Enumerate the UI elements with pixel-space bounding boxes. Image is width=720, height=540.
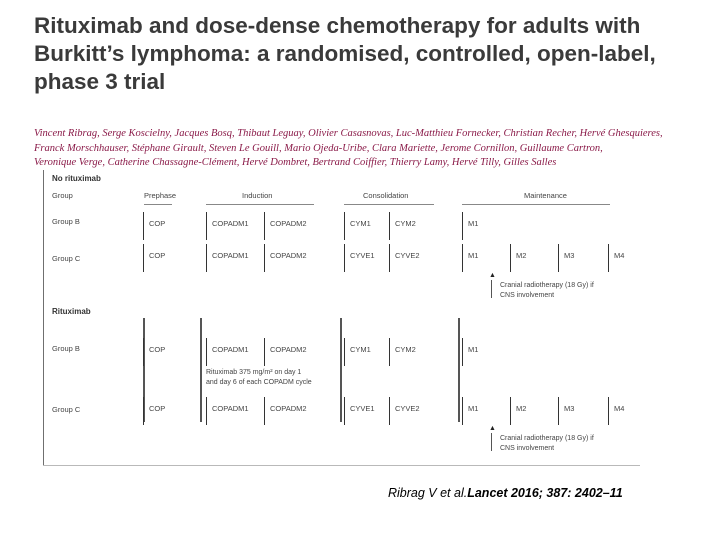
m4-box: M4: [608, 397, 624, 425]
author-list: Vincent Ribrag, Serge Koscielny, Jacques…: [34, 127, 718, 171]
title-line: Rituximab and dose-dense chemotherapy fo…: [34, 13, 641, 38]
radiotherapy-connector: [491, 280, 492, 298]
header-induction: Induction: [242, 191, 273, 200]
cyve2-box: CYVE2: [389, 244, 420, 272]
cop-box: COP: [143, 338, 165, 366]
section-label-no-rituximab: No rituximab: [52, 174, 101, 183]
copadm1-box: COPADM1: [206, 397, 249, 425]
cyve2-box: CYVE2: [389, 397, 420, 425]
m1-box: M1: [462, 397, 478, 425]
m2-box: M2: [510, 244, 526, 272]
author-line: Vincent Ribrag, Serge Koscielny, Jacques…: [34, 128, 663, 139]
copadm1-box: COPADM1: [206, 212, 249, 240]
author-line: Veronique Verge, Catherine Chassagne-Clé…: [34, 157, 557, 168]
figure-left-rule: [43, 170, 44, 466]
maintenance-rule: [462, 204, 610, 205]
m3-box: M3: [558, 397, 574, 425]
copadm1-box: COPADM1: [206, 338, 249, 366]
induction-rule: [206, 204, 314, 205]
radiotherapy-note: Cranial radiotherapy (18 Gy) if CNS invo…: [500, 435, 594, 452]
header-consolidation: Consolidation: [363, 191, 409, 200]
citation: Ribrag V et al.Lancet 2016; 387: 2402–11: [388, 486, 623, 500]
copadm2-box: COPADM2: [264, 212, 307, 240]
header-group: Group: [52, 191, 73, 200]
cop-box: COP: [143, 244, 165, 272]
consolidation-rule: [344, 204, 434, 205]
induction-divider: [200, 318, 202, 422]
cym1-box: CYM1: [344, 212, 371, 240]
m4-box: M4: [608, 244, 624, 272]
group-c-label: Group C: [52, 254, 81, 263]
radiotherapy-connector: [491, 433, 492, 451]
cym2-box: CYM2: [389, 338, 416, 366]
cop-box: COP: [143, 397, 165, 425]
group-c-label: Group C: [52, 405, 81, 414]
copadm2-box: COPADM2: [264, 397, 307, 425]
consolidation-divider: [340, 318, 342, 422]
copadm2-box: COPADM2: [264, 338, 307, 366]
group-b-label: Group B: [52, 344, 80, 353]
radiotherapy-note: Cranial radiotherapy (18 Gy) if CNS invo…: [500, 282, 594, 299]
header-prephase: Prephase: [144, 191, 177, 200]
title-line: phase 3 trial: [34, 69, 166, 94]
cym1-box: CYM1: [344, 338, 371, 366]
arrow-up-icon: ▲: [489, 425, 496, 432]
group-b-label: Group B: [52, 217, 80, 226]
prephase-rule: [144, 204, 172, 205]
section-label-rituximab: Rituximab: [52, 307, 91, 316]
title-line: Burkitt’s lymphoma: a randomised, contro…: [34, 41, 656, 66]
cyve1-box: CYVE1: [344, 244, 375, 272]
prephase-divider: [143, 318, 145, 422]
m3-box: M3: [558, 244, 574, 272]
m1-box: M1: [462, 338, 478, 366]
m1-box: M1: [462, 212, 478, 240]
rituximab-dose-note: Rituximab 375 mg/m² on day 1 and day 6 o…: [206, 369, 312, 386]
cop-box: COP: [143, 212, 165, 240]
m1-box: M1: [462, 244, 478, 272]
copadm2-box: COPADM2: [264, 244, 307, 272]
cyve1-box: CYVE1: [344, 397, 375, 425]
cym2-box: CYM2: [389, 212, 416, 240]
copadm1-box: COPADM1: [206, 244, 249, 272]
header-maintenance: Maintenance: [524, 191, 567, 200]
article-title: Rituximab and dose-dense chemotherapy fo…: [34, 12, 714, 96]
maintenance-divider: [458, 318, 460, 422]
m2-box: M2: [510, 397, 526, 425]
citation-authors: Ribrag V et al.: [388, 486, 468, 500]
arrow-up-icon: ▲: [489, 272, 496, 279]
author-line: Franck Morschhauser, Stéphane Girault, S…: [34, 142, 603, 154]
citation-journal: Lancet 2016; 387: 2402–11: [467, 486, 623, 500]
figure-bottom-rule: [43, 465, 640, 466]
